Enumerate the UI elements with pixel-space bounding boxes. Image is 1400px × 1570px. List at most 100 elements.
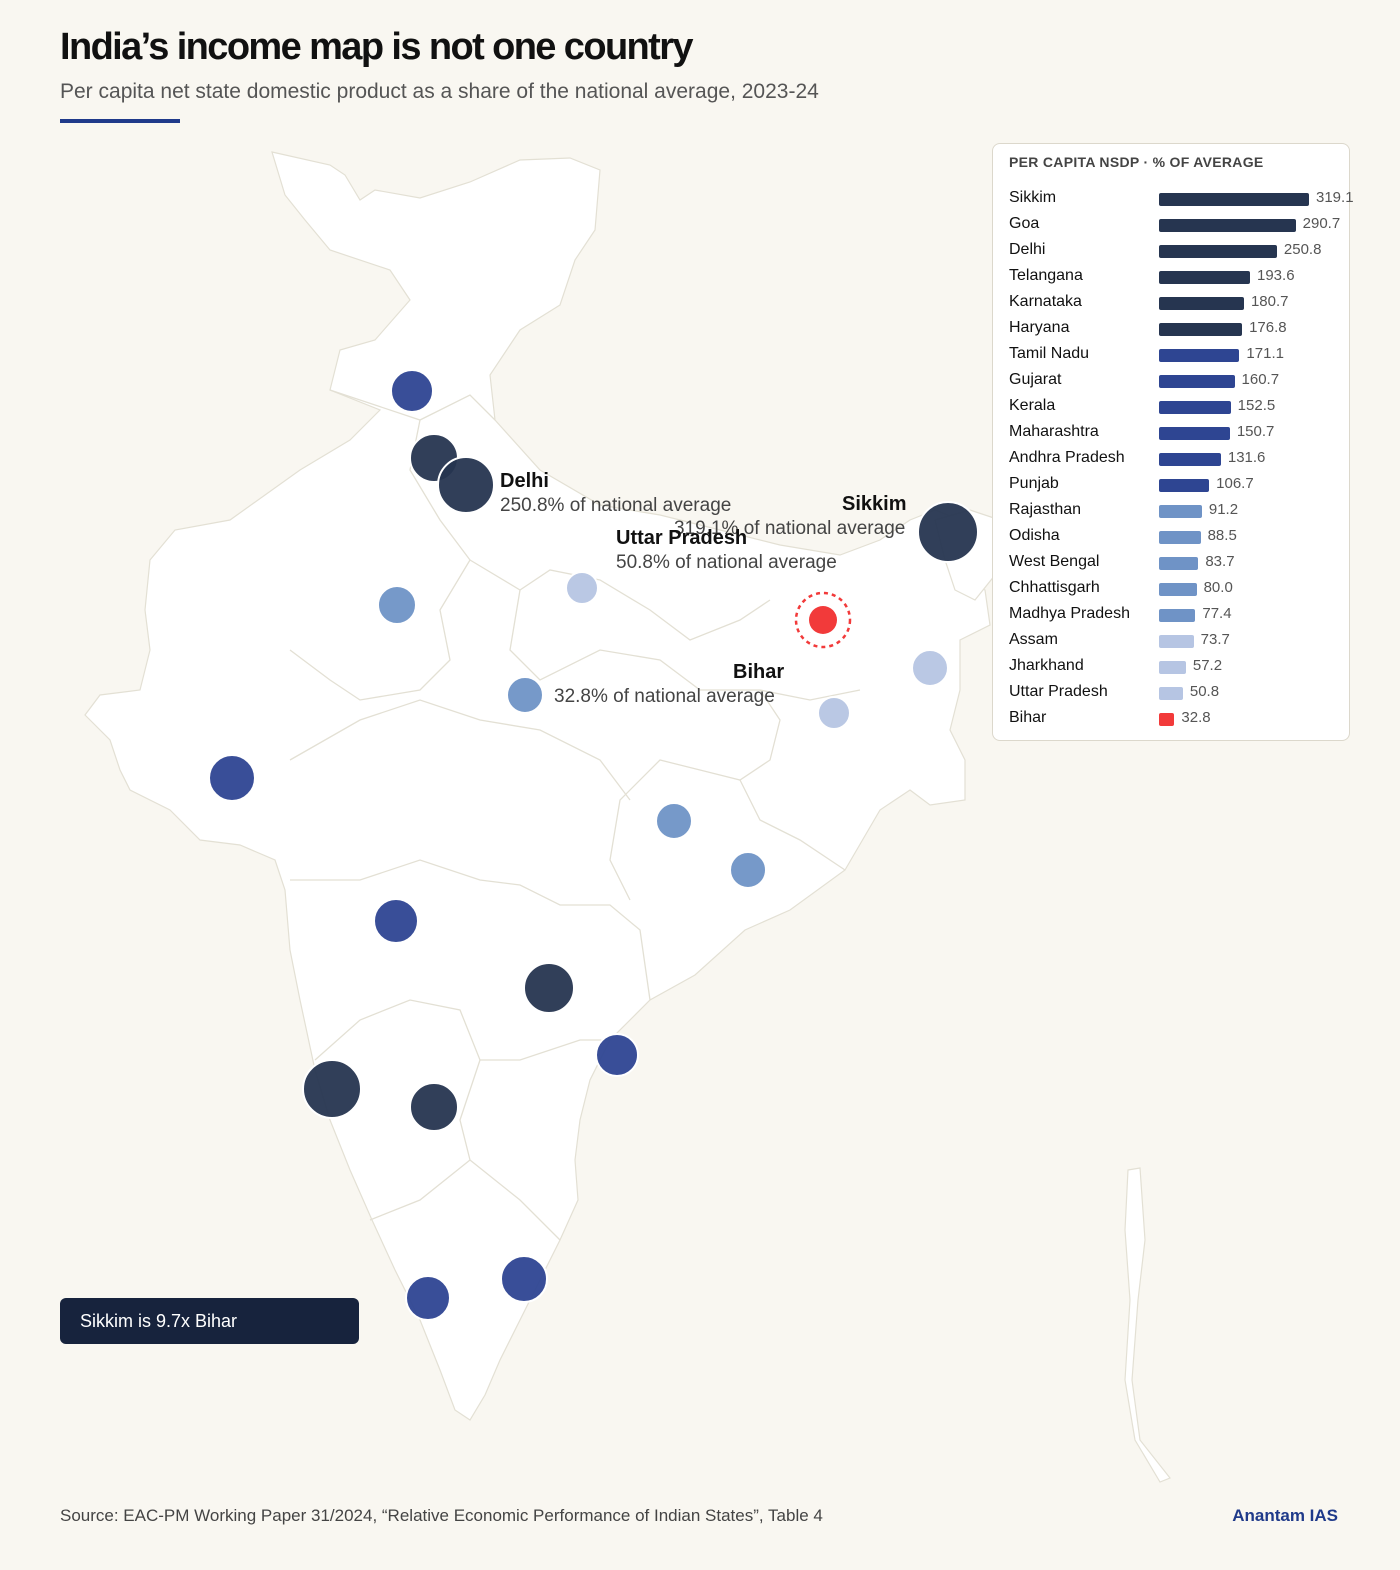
ranking-row: West Bengal 83.7	[993, 551, 1351, 577]
ranking-state-name: Gujarat	[1009, 371, 1062, 388]
ranking-bar	[1159, 661, 1186, 674]
ranking-value-label: 160.7	[1241, 371, 1280, 388]
ranking-bar	[1159, 323, 1243, 336]
ranking-bar	[1159, 453, 1221, 466]
ranking-value-label: 73.7	[1200, 631, 1230, 648]
ranking-value-label: 290.7	[1302, 215, 1341, 232]
ranking-value-label: 131.6	[1227, 449, 1266, 466]
ranking-state-name: Telangana	[1009, 267, 1083, 284]
ranking-row: Bihar 32.8	[993, 707, 1351, 733]
ranking-value-label: 193.6	[1257, 267, 1295, 284]
ranking-value-label: 150.7	[1236, 423, 1275, 440]
bubble-sikkim	[917, 501, 979, 563]
source-note: Source: EAC-PM Working Paper 31/2024, “R…	[60, 1506, 823, 1525]
bubble-bihar	[809, 606, 837, 634]
bubble-chhattisgarh	[655, 802, 693, 840]
ranking-bar	[1159, 219, 1296, 232]
bubble-goa	[302, 1059, 362, 1119]
ranking-value-label: 250.8	[1283, 241, 1322, 258]
ranking-state-name: Maharashtra	[1009, 423, 1099, 440]
bubble-west-bengal	[729, 851, 767, 889]
ranking-row: Telangana 193.6	[993, 265, 1351, 291]
callout-sikkim-name: Sikkim	[842, 493, 907, 515]
ranking-bar	[1159, 713, 1175, 726]
ranking-state-name: Uttar Pradesh	[1009, 683, 1108, 700]
ranking-bar	[1159, 531, 1201, 544]
ranking-state-name: Karnataka	[1009, 293, 1082, 310]
ranking-bar	[1159, 375, 1235, 388]
ranking-value-label: 57.2	[1192, 657, 1223, 674]
ranking-state-name: Odisha	[1009, 527, 1060, 544]
ranking-row: Odisha 88.5	[993, 525, 1351, 551]
bubble-uttar-pradesh	[565, 571, 599, 605]
ranking-value-label: 77.4	[1202, 605, 1232, 622]
ranking-row: Uttar Pradesh 50.8	[993, 681, 1351, 707]
ranking-value-label: 171.1	[1246, 345, 1284, 362]
ranking-bar	[1159, 583, 1197, 596]
ranking-state-name: Tamil Nadu	[1009, 345, 1090, 362]
ranking-bar	[1159, 479, 1210, 492]
ranking-value-label: 80.0	[1203, 579, 1233, 596]
ranking-bar	[1159, 635, 1194, 648]
ranking-state-name: Punjab	[1009, 475, 1059, 492]
ranking-panel-title: PER CAPITA NSDP · % OF AVERAGE	[1009, 154, 1264, 170]
callout-sikkim-value: 319.1% of national average	[674, 518, 906, 539]
ranking-bar	[1159, 271, 1250, 284]
callout-bihar-value: 32.8% of national average	[554, 686, 775, 707]
ratio-badge: Sikkim is 9.7x Bihar	[60, 1298, 359, 1344]
bubble-andhra-pradesh	[595, 1033, 639, 1077]
india-mainland-outline	[84, 151, 991, 1421]
ranking-row: Punjab 106.7	[993, 473, 1351, 499]
ranking-value-label: 152.5	[1237, 397, 1276, 414]
ranking-row: Gujarat 160.7	[993, 369, 1351, 395]
ranking-state-name: West Bengal	[1009, 553, 1100, 570]
state-bubbles	[208, 369, 979, 1321]
ranking-state-name: Rajasthan	[1009, 501, 1082, 518]
ranking-row: Karnataka 180.7	[993, 291, 1351, 317]
ranking-row: Sikkim 319.1	[993, 187, 1354, 213]
bubble-bihar-highlight-ring	[794, 591, 852, 649]
ranking-row: Tamil Nadu 171.1	[993, 343, 1351, 369]
bubble-jharkhand	[817, 696, 851, 730]
callout-delhi-value: 250.8% of national average	[500, 495, 732, 516]
callout-delhi-name: Delhi	[500, 470, 549, 492]
ranking-state-name: Andhra Pradesh	[1009, 449, 1125, 466]
ranking-row: Jharkhand 57.2	[993, 655, 1351, 681]
ranking-row: Delhi 250.8	[993, 239, 1351, 265]
ranking-row: Madhya Pradesh 77.4	[993, 603, 1351, 629]
chart-title: India’s income map is not one country	[60, 26, 694, 68]
bubble-maharashtra	[373, 898, 419, 944]
ranking-bar	[1159, 349, 1240, 362]
title-accent-rule	[60, 119, 180, 123]
ranking-row: Chhattisgarh 80.0	[993, 577, 1351, 603]
bubble-telangana	[523, 962, 575, 1014]
ranking-panel: PER CAPITA NSDP · % OF AVERAGE Sikkim 319…	[992, 143, 1354, 741]
ranking-state-name: Chhattisgarh	[1009, 579, 1100, 596]
bubble-madhya-pradesh	[506, 676, 544, 714]
callout-uttar-pradesh-value: 50.8% of national average	[616, 552, 837, 573]
bubble-punjab	[390, 369, 434, 413]
ranking-value-label: 106.7	[1216, 475, 1254, 492]
ranking-row: Haryana 176.8	[993, 317, 1351, 343]
ranking-value-label: 176.8	[1249, 319, 1287, 336]
ranking-bar	[1159, 427, 1230, 440]
india-map: Delhi 250.8% of national average Sikkim …	[60, 150, 1350, 1485]
bubble-kerala	[405, 1275, 451, 1321]
bubble-rajasthan	[377, 585, 417, 625]
ranking-value-label: 319.1	[1316, 189, 1354, 206]
ranking-state-name: Haryana	[1009, 319, 1070, 336]
ranking-state-name: Sikkim	[1009, 189, 1057, 206]
ranking-state-name: Kerala	[1009, 397, 1056, 414]
ranking-state-name: Assam	[1009, 631, 1058, 648]
state-borders	[289, 389, 861, 1241]
ranking-bar	[1159, 245, 1277, 258]
ranking-row: Kerala 152.5	[993, 395, 1351, 421]
ranking-value-label: 83.7	[1205, 553, 1235, 570]
ranking-state-name: Madhya Pradesh	[1009, 605, 1130, 622]
ranking-bar	[1159, 401, 1231, 414]
chart-subtitle: Per capita net state domestic product as…	[60, 80, 819, 103]
ranking-bar	[1159, 193, 1309, 206]
bubble-karnataka	[409, 1082, 459, 1132]
ranking-row: Andhra Pradesh 131.6	[993, 447, 1351, 473]
ranking-bar	[1159, 687, 1183, 700]
